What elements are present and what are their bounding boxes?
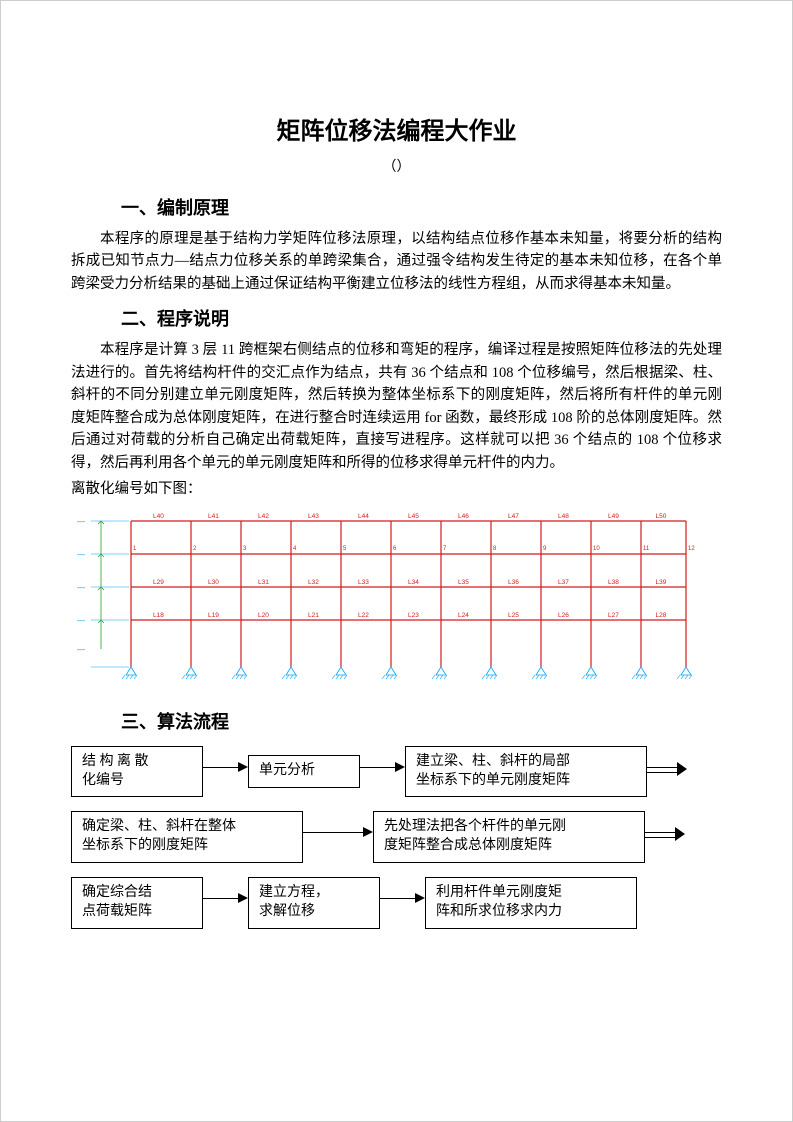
section-1-para: 本程序的原理是基于结构力学矩阵位移法原理，以结构结点位移作基本未知量，将要分析的… [71,228,722,295]
frame-svg: L40 L41 L42 L43 L44 L45 L46 L47 L48 L49 L50 L29 L30 L… [71,509,711,684]
svg-text:L49: L49 [608,513,619,520]
doc-title: 矩阵位移法编程大作业 [71,111,722,146]
svg-text:—: — [77,517,85,526]
flow-box: 确定综合结 点荷载矩阵 [71,877,203,929]
svg-text:L44: L44 [358,513,369,520]
flow-box: 确定梁、柱、斜杆在整体 坐标系下的刚度矩阵 [71,811,303,863]
svg-text:L29: L29 [153,579,164,586]
flow-arrow [303,830,373,844]
flow-arrow-tail [645,830,685,844]
svg-text:L38: L38 [608,579,619,586]
flow-box: 先处理法把各个杆件的单元刚 度矩阵整合成总体刚度矩阵 [373,811,645,863]
svg-text:L37: L37 [558,579,569,586]
flow-box: 单元分析 [248,755,360,788]
svg-text:L39: L39 [656,579,667,586]
svg-text:L33: L33 [358,579,369,586]
flowchart: 结 构 离 散 化编号 单元分析 建立梁、柱、斜杆的局部 坐标系下的单元刚度矩阵确定… [71,746,731,929]
svg-text:L31: L31 [258,579,269,586]
section-3-heading: 三、算法流程 [121,708,722,734]
subtitle-mark: （） [71,156,722,176]
flow-arrow-tail [647,765,687,779]
svg-text:L40: L40 [153,513,164,520]
svg-text:3: 3 [243,546,247,552]
flow-arrow [360,765,405,779]
flow-arrow [203,896,248,910]
flow-box: 建立梁、柱、斜杆的局部 坐标系下的单元刚度矩阵 [405,746,647,798]
flow-box: 利用杆件单元刚度矩 阵和所求位移求内力 [425,877,637,929]
svg-text:6: 6 [393,546,397,552]
page: 矩阵位移法编程大作业 （） 一、编制原理 本程序的原理是基于结构力学矩阵位移法原… [0,0,793,1122]
svg-text:7: 7 [443,546,447,552]
section-2-heading: 二、程序说明 [121,305,722,331]
svg-text:L23: L23 [408,612,419,619]
svg-text:9: 9 [543,546,547,552]
svg-text:8: 8 [493,546,497,552]
section-1-heading: 一、编制原理 [121,194,722,220]
svg-text:L43: L43 [308,513,319,520]
svg-text:4: 4 [293,546,297,552]
svg-text:L25: L25 [508,612,519,619]
svg-text:L46: L46 [458,513,469,520]
svg-text:L47: L47 [508,513,519,520]
flow-arrow [380,896,425,910]
svg-text:L32: L32 [308,579,319,586]
svg-text:11: 11 [643,546,650,552]
svg-text:L50: L50 [656,513,667,520]
frame-diagram: L40 L41 L42 L43 L44 L45 L46 L47 L48 L49 L50 L29 L30 L… [71,509,711,684]
flow-box: 结 构 离 散 化编号 [71,746,203,798]
flow-arrow [203,765,248,779]
svg-text:L34: L34 [408,579,419,586]
section-2-note: 离散化编号如下图： [71,478,722,500]
svg-text:L48: L48 [558,513,569,520]
svg-text:—: — [77,616,85,625]
svg-text:—: — [77,583,85,592]
svg-text:L41: L41 [208,513,219,520]
flow-box: 建立方程， 求解位移 [248,877,380,929]
svg-text:10: 10 [593,546,600,552]
svg-text:5: 5 [343,546,347,552]
svg-text:1: 1 [133,546,137,552]
svg-text:L45: L45 [408,513,419,520]
svg-text:L28: L28 [656,612,667,619]
svg-text:L27: L27 [608,612,619,619]
section-2-para: 本程序是计算 3 层 11 跨框架右侧结点的位移和弯矩的程序，编译过程是按照矩阵… [71,339,722,474]
svg-text:—: — [77,550,85,559]
svg-text:—: — [77,645,85,654]
svg-text:L36: L36 [508,579,519,586]
svg-text:L19: L19 [208,612,219,619]
svg-text:L26: L26 [558,612,569,619]
svg-text:L22: L22 [358,612,369,619]
svg-text:L35: L35 [458,579,469,586]
svg-text:L30: L30 [208,579,219,586]
svg-text:L18: L18 [153,612,164,619]
svg-text:L42: L42 [258,513,269,520]
svg-text:L24: L24 [458,612,469,619]
svg-text:2: 2 [193,546,197,552]
svg-text:12: 12 [688,546,695,552]
svg-text:L20: L20 [258,612,269,619]
svg-text:L21: L21 [308,612,319,619]
